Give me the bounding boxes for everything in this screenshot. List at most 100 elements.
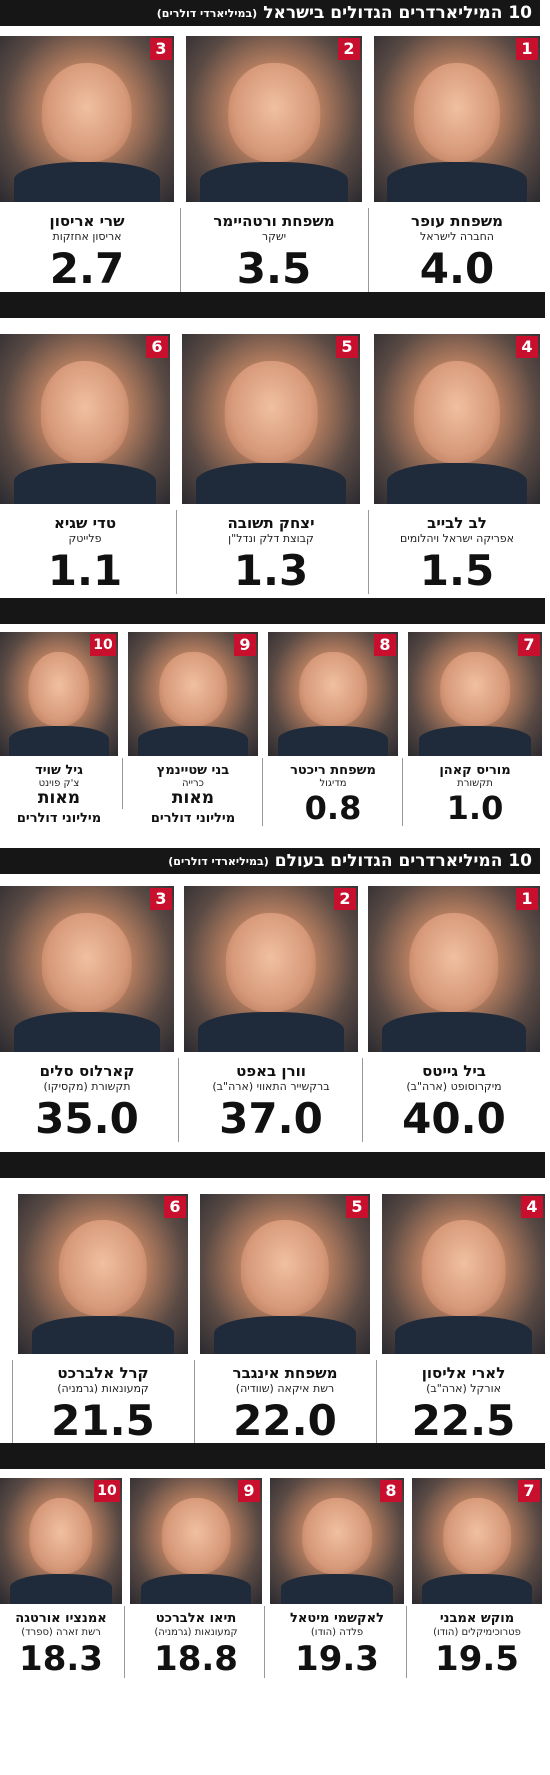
company-name: אפריקה ישראל ויהלומים [399, 532, 515, 545]
company-name: תקשורת (מקסיקו) [43, 1080, 131, 1093]
suit-shape [422, 1573, 532, 1604]
world-billionaire-card-6: 6 קרל אלברכט קמעונאות (גרמניה) 21.5 [18, 1194, 188, 1448]
company-name: קבוצת דלק ונדל"ן [228, 532, 314, 545]
column-divider [124, 1606, 125, 1678]
person-name: משפחת עופר [411, 212, 503, 230]
person-name: וורן באפט [236, 1062, 306, 1080]
net-worth-unit: מיליוני דולרים [150, 811, 236, 826]
company-name: מיקרוסופט (ארה"ב) [406, 1080, 502, 1093]
person-name: לאקשמי מיטאל [290, 1611, 384, 1626]
company-name: אורקל (ארה"ב) [426, 1382, 501, 1395]
israel-billionaire-card-5: 5 יצחק תשובה קבוצת דלק ונדל"ן 1.3 [182, 334, 360, 598]
rank-badge: 10 [94, 1480, 120, 1502]
suit-shape [13, 1012, 161, 1052]
net-worth-value: 18.8 [154, 1639, 238, 1679]
rank-badge: 4 [516, 336, 538, 358]
portrait-photo [374, 334, 540, 504]
portrait-photo [374, 36, 540, 202]
world-billionaire-card-4: 4 לארי אליסון אורקל (ארה"ב) 22.5 [382, 1194, 545, 1448]
suit-shape [138, 726, 248, 756]
person-name: משפחת אינגבר [232, 1364, 338, 1382]
rank-badge: 10 [90, 634, 116, 656]
world-billionaire-card-3: 3 קארלוס סלים תקשורת (מקסיקו) 35.0 [0, 886, 174, 1146]
face-shape [28, 651, 90, 727]
column-divider [176, 510, 177, 594]
company-name: החברה לישראל [420, 230, 494, 243]
world-billionaire-card-10: 10 אמנציו אורטגה רשת זארה (ספרד) 18.3 [0, 1478, 122, 1682]
israel-header: 10 המיליארדרים הגדולים בישראל (במיליארדי… [0, 0, 540, 26]
suit-shape [13, 162, 161, 202]
person-name: בני שטיינמץ [156, 763, 230, 778]
face-shape [421, 1219, 506, 1316]
world-billionaire-card-1: 1 ביל גייטס מיקרוסופט (ארה"ב) 40.0 [368, 886, 540, 1146]
column-divider [264, 1606, 265, 1678]
portrait-photo [200, 1194, 370, 1354]
net-worth-value: 0.8 [304, 789, 362, 827]
face-shape [228, 62, 320, 163]
portrait-photo [186, 36, 362, 202]
face-shape [29, 1498, 93, 1574]
face-shape [440, 651, 510, 727]
column-divider [180, 208, 181, 292]
separator-bar [0, 598, 545, 624]
face-shape [58, 1219, 148, 1316]
israel-subtitle: (במיליארדי דולרים) [156, 6, 258, 20]
suit-shape [395, 1315, 532, 1354]
net-worth-value: 1.1 [47, 546, 123, 595]
suit-shape [197, 1012, 345, 1052]
company-name: כרייה [182, 778, 204, 789]
israel-billionaire-card-1: 1 משפחת עופר החברה לישראל 4.0 [374, 36, 540, 296]
face-shape [443, 1498, 511, 1574]
israel-billionaire-card-3: 3 שרי אריסון אריסון אחזקות 2.7 [0, 36, 174, 296]
israel-billionaire-card-8: 8 משפחת ריכטר מדיגול 0.8 [268, 632, 398, 830]
rank-badge: 2 [338, 38, 360, 60]
company-name: אריסון אחזקות [52, 230, 122, 243]
world-billionaire-card-7: 7 מוקש אמבני פטרוכימיקלים (הודו) 19.5 [412, 1478, 542, 1682]
person-name: גיל שויד [35, 763, 83, 778]
face-shape [413, 62, 501, 163]
portrait-photo [382, 1194, 545, 1354]
israel-title: 10 המיליארדרים הגדולים בישראל [263, 3, 532, 23]
israel-billionaire-card-6: 6 טדי שגיא פלייטק 1.1 [0, 334, 170, 598]
column-divider [376, 1360, 377, 1444]
net-worth-value: 21.5 [51, 1396, 155, 1445]
separator-bar [0, 1443, 545, 1469]
israel-billionaire-card-4: 4 לב לבייב אפריקה ישראל ויהלומים 1.5 [374, 334, 540, 598]
person-name: יצחק תשובה [227, 514, 315, 532]
net-worth-value: 35.0 [35, 1094, 139, 1143]
portrait-photo [130, 1478, 262, 1604]
net-worth-value: 19.3 [295, 1639, 379, 1679]
face-shape [413, 361, 501, 464]
portrait-photo [184, 886, 358, 1052]
world-billionaire-card-9: 9 תיאו אלברכט קמעונאות (גרמניה) 18.8 [130, 1478, 262, 1682]
person-name: קרל אלברכט [57, 1364, 149, 1382]
suit-shape [31, 1315, 175, 1354]
suit-shape [213, 1315, 357, 1354]
israel-billionaire-card-7: 7 מוריס קאהן תקשורת 1.0 [408, 632, 542, 830]
suit-shape [278, 726, 388, 756]
rank-badge: 6 [146, 336, 168, 358]
net-worth-value: 40.0 [402, 1094, 506, 1143]
portrait-photo [0, 886, 174, 1052]
portrait-photo [0, 632, 118, 756]
suit-shape [200, 162, 348, 202]
israel-billionaire-card-9: 9 בני שטיינמץ כרייה מאות מיליוני דולרים [128, 632, 258, 825]
suit-shape [381, 1012, 527, 1052]
person-name: קארלוס סלים [39, 1062, 135, 1080]
face-shape [299, 651, 367, 727]
company-name: קמעונאות (גרמניה) [154, 1627, 238, 1638]
column-divider [12, 1360, 13, 1444]
suit-shape [9, 1573, 113, 1604]
person-name: מוקש אמבני [439, 1611, 515, 1626]
company-name: ישקר [261, 230, 287, 243]
world-billionaire-card-2: 2 וורן באפט ברקשייר התאווי (ארה"ב) 37.0 [184, 886, 358, 1146]
column-divider [178, 1058, 179, 1142]
portrait-photo [182, 334, 360, 504]
face-shape [240, 1219, 330, 1316]
rank-badge: 1 [516, 38, 538, 60]
net-worth-value: 2.7 [49, 244, 125, 293]
net-worth-value: מאות [171, 788, 215, 808]
world-title: 10 המיליארדרים הגדולים בעולם [274, 851, 532, 871]
face-shape [41, 62, 133, 163]
portrait-photo [412, 1478, 542, 1604]
